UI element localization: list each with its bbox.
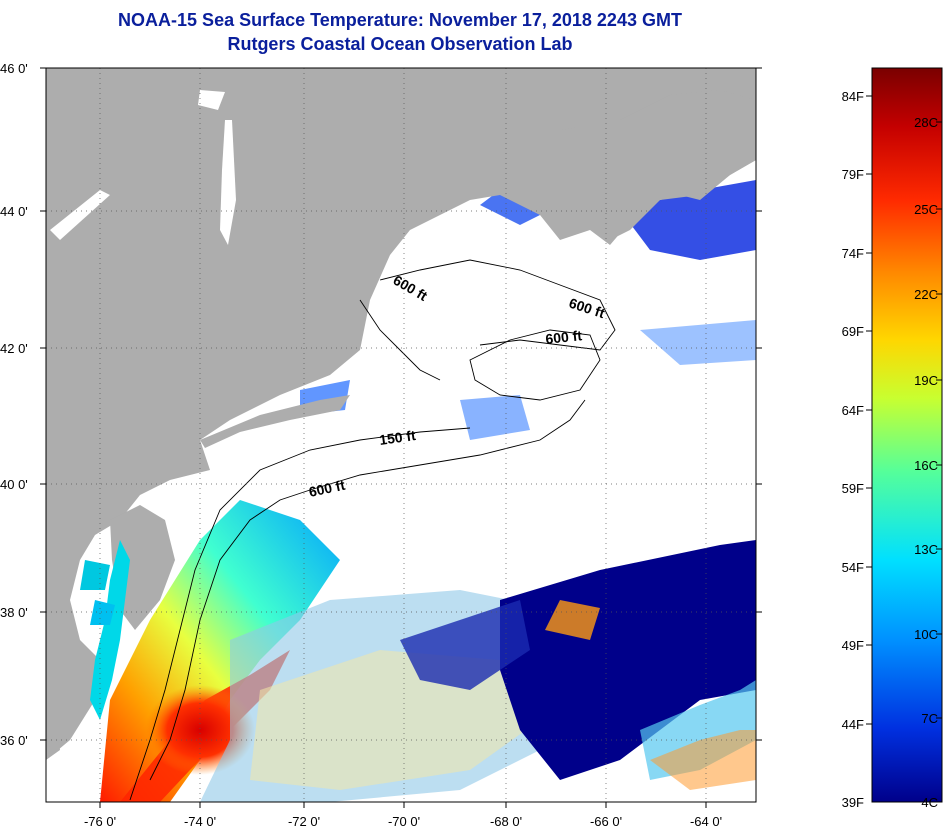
lat-label: 38 0' — [0, 605, 28, 620]
colorbar — [871, 67, 943, 803]
land-mass-mainland — [46, 68, 756, 760]
colorbar-f-label: 39F — [842, 795, 864, 810]
land-delmarva — [110, 505, 175, 630]
lat-label: 44 0' — [0, 204, 28, 219]
colorbar-f-label: 79F — [842, 167, 864, 182]
colorbar-c-label: 19C — [914, 373, 938, 388]
lat-label: 36 0' — [0, 733, 28, 748]
map-frame — [45, 67, 757, 803]
lon-label: -70 0' — [388, 814, 420, 829]
colorbar-c-label: 25C — [914, 202, 938, 217]
chesapeake-bay — [90, 540, 130, 720]
axis-ticks — [40, 67, 762, 808]
contour-600ft-south — [149, 399, 586, 781]
contour-label: 150 ft — [378, 427, 417, 448]
colorbar-c-label: 22C — [914, 287, 938, 302]
grid-lines — [46, 68, 756, 802]
map-subtitle: Rutgers Coastal Ocean Observation Lab — [227, 34, 573, 54]
contour-600ft-gulf-of-maine — [379, 259, 616, 351]
land-virginia-coast — [46, 600, 100, 760]
map-title: NOAA-15 Sea Surface Temperature: Novembe… — [118, 10, 682, 30]
colorbar-ticks — [866, 95, 942, 725]
cold-water-region — [500, 540, 756, 780]
lon-label: -72 0' — [288, 814, 320, 829]
colorbar-c-label: 7C — [921, 711, 938, 726]
colorbar-f-label: 49F — [842, 638, 864, 653]
lon-label: -68 0' — [490, 814, 522, 829]
colorbar-f-label: 59F — [842, 481, 864, 496]
colorbar-f-label: 74F — [842, 246, 864, 261]
colorbar-f-label: 69F — [842, 324, 864, 339]
contour-label: 600 ft — [307, 477, 346, 500]
contour-150ft — [129, 427, 471, 801]
colorbar-f-label: 84F — [842, 89, 864, 104]
contour-600ft-georges — [469, 329, 601, 401]
lon-label: -76 0' — [84, 814, 116, 829]
colorbar-f-label: 54F — [842, 560, 864, 575]
colorbar-c-label: 28C — [914, 115, 938, 130]
lat-label: 42 0' — [0, 341, 28, 356]
lon-label: -66 0' — [590, 814, 622, 829]
colorbar-c-label: 13C — [914, 542, 938, 557]
land-nova-scotia — [560, 90, 756, 240]
colorbar-c-label: 4C — [921, 795, 938, 810]
colorbar-f-label: 64F — [842, 403, 864, 418]
map-plot-area — [46, 68, 756, 802]
land-long-island — [200, 395, 350, 448]
lon-label: -64 0' — [690, 814, 722, 829]
colorbar-c-label: 16C — [914, 458, 938, 473]
lake-champlain — [220, 120, 236, 245]
colorbar-f-label: 44F — [842, 717, 864, 732]
lat-label: 46 0' — [0, 61, 28, 76]
lat-label: 40 0' — [0, 477, 28, 492]
colorbar-c-label: 10C — [914, 627, 938, 642]
lon-label: -74 0' — [184, 814, 216, 829]
contour-label: 600 ft — [545, 327, 583, 347]
